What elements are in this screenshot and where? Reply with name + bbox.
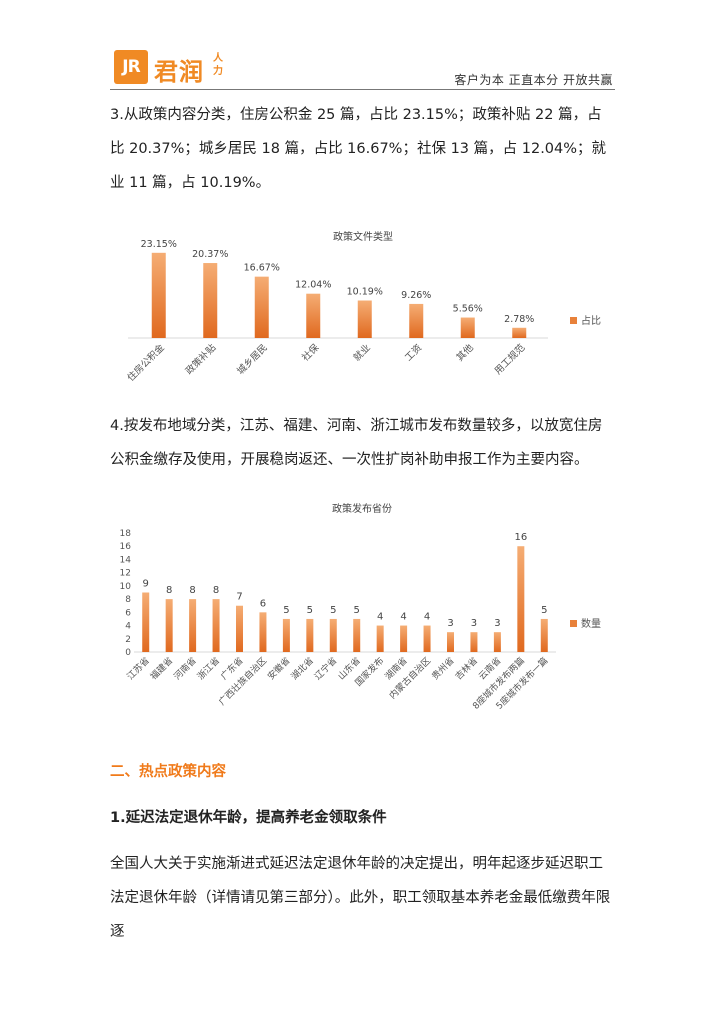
bar — [212, 599, 220, 652]
company-slogan: 客户为本 正直本分 开放共赢 — [454, 73, 613, 87]
data-label: 5 — [330, 605, 336, 616]
category-label: 河南省 — [171, 655, 199, 683]
legend-swatch — [570, 620, 577, 627]
paragraph-policy-content: 3.从政策内容分类，住房公积金 25 篇，占比 23.15%；政策补贴 22 篇… — [110, 107, 607, 191]
data-label: 5 — [283, 605, 289, 616]
bar — [423, 625, 431, 652]
data-label: 9 — [143, 579, 149, 590]
data-label: 23.15% — [141, 239, 177, 250]
bar — [357, 300, 372, 338]
legend-swatch — [570, 317, 577, 324]
chart-policy-type: 政策文件类型 23.15% 住房公积金 20.37% 政策补贴 16.67% 城乡居民 12.… — [125, 230, 601, 384]
category-label: 政策补贴 — [183, 341, 219, 377]
bar — [306, 618, 314, 652]
category-label: 辽宁省 — [312, 655, 340, 683]
bar — [512, 327, 527, 338]
data-label: 10.19% — [347, 287, 383, 298]
bar — [151, 252, 166, 338]
data-label: 2.78% — [504, 314, 534, 325]
y-tick-label: 4 — [125, 622, 131, 632]
y-tick-label: 12 — [120, 569, 131, 579]
category-label: 吉林省 — [452, 655, 480, 683]
paragraph-retirement: 全国人大关于实施渐进式延迟法定退休年龄的决定提出，明年起逐步延迟职工法定退休年龄… — [110, 856, 611, 940]
legend-label: 数量 — [581, 617, 601, 630]
legend-label: 占比 — [581, 314, 601, 327]
bar — [165, 599, 173, 652]
bar — [540, 618, 548, 652]
y-tick-label: 14 — [120, 555, 132, 565]
bar — [409, 303, 424, 338]
bar — [259, 612, 267, 652]
company-logo-sub: 人力 — [213, 53, 223, 77]
data-label: 5 — [541, 605, 547, 616]
bar — [376, 625, 384, 652]
category-label: 湖北省 — [288, 655, 316, 683]
data-label: 6 — [260, 598, 266, 609]
data-label: 5.56% — [453, 304, 483, 315]
bar — [203, 263, 218, 338]
category-label: 工资 — [403, 342, 425, 364]
data-label: 8 — [189, 585, 195, 596]
data-label: 20.37% — [192, 249, 228, 260]
chart-title: 政策发布省份 — [332, 502, 392, 515]
y-tick-label: 8 — [125, 595, 131, 605]
category-label: 就业 — [351, 342, 373, 364]
category-label: 社保 — [299, 341, 321, 363]
data-label: 9.26% — [401, 290, 431, 301]
bar — [329, 618, 337, 652]
data-label: 12.04% — [295, 280, 331, 291]
data-label: 5 — [307, 605, 313, 616]
data-label: 4 — [400, 612, 406, 623]
bar — [517, 546, 525, 652]
y-tick-label: 10 — [120, 582, 132, 592]
y-tick-label: 2 — [125, 635, 131, 645]
category-label: 贵州省 — [429, 655, 457, 683]
data-label: 3 — [494, 618, 500, 629]
data-label: 8 — [213, 585, 219, 596]
data-label: 16.67% — [244, 263, 280, 274]
y-tick-label: 18 — [120, 529, 132, 539]
category-label: 安徽省 — [265, 655, 293, 683]
paragraph-region: 4.按发布地域分类，江苏、福建、河南、浙江城市发布数量较多，以放宽住房公积金缴存… — [110, 418, 603, 468]
bar — [353, 618, 361, 652]
y-tick-label: 16 — [120, 542, 132, 552]
category-label: 江苏省 — [124, 655, 152, 683]
bar — [254, 276, 269, 338]
y-tick-label: 0 — [125, 648, 131, 658]
category-label: 城乡居民 — [235, 342, 270, 377]
y-tick-label: 6 — [125, 608, 131, 618]
bar — [236, 605, 243, 652]
data-label: 4 — [377, 612, 383, 623]
chart-province: 政策发布省份0246810121416189江苏省8福建省8河南省8浙江省7广东… — [120, 502, 601, 712]
bar — [460, 317, 475, 338]
header-divider — [110, 89, 615, 90]
category-label: 用工规范 — [492, 341, 528, 377]
data-label: 8 — [166, 585, 172, 596]
bar — [306, 293, 321, 338]
data-label: 7 — [236, 592, 242, 603]
subsection-title: 1.延迟法定退休年龄，提高养老金领取条件 — [110, 810, 387, 826]
category-label: 浙江省 — [195, 655, 223, 683]
company-logo-name: 君润 — [154, 58, 204, 86]
category-label: 住房公积金 — [125, 341, 167, 383]
company-logo-mark: JR — [114, 50, 148, 84]
data-label: 4 — [424, 612, 430, 623]
data-label: 3 — [447, 618, 453, 629]
section-title: 二、热点政策内容 — [110, 764, 226, 780]
data-label: 3 — [471, 618, 477, 629]
bar — [189, 599, 197, 652]
data-label: 5 — [354, 605, 360, 616]
data-label: 16 — [514, 532, 527, 543]
category-label: 福建省 — [148, 655, 176, 683]
bar — [447, 632, 454, 652]
bar — [493, 632, 501, 652]
bar — [470, 632, 478, 652]
bar — [142, 592, 150, 652]
bar — [400, 625, 408, 652]
page-header: JR 君润 人力 客户为本 正直本分 开放共赢 — [110, 48, 615, 90]
bar — [282, 618, 290, 652]
chart-title: 政策文件类型 — [333, 230, 393, 243]
category-label: 其他 — [454, 341, 476, 363]
